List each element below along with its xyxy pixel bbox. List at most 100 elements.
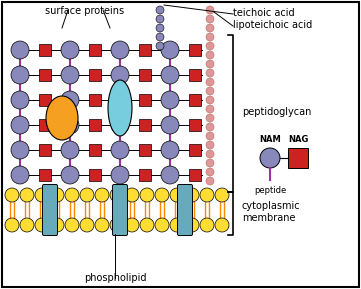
Circle shape — [50, 188, 64, 202]
Circle shape — [215, 218, 229, 232]
Circle shape — [215, 188, 229, 202]
Circle shape — [111, 66, 129, 84]
Circle shape — [156, 24, 164, 32]
Circle shape — [206, 141, 214, 149]
Bar — [139, 119, 151, 131]
Circle shape — [80, 218, 94, 232]
FancyBboxPatch shape — [113, 184, 127, 236]
Text: surface proteins: surface proteins — [45, 6, 125, 16]
Circle shape — [206, 6, 214, 14]
Circle shape — [200, 188, 214, 202]
Bar — [89, 144, 101, 156]
Bar — [39, 44, 51, 56]
Circle shape — [206, 105, 214, 113]
Circle shape — [206, 168, 214, 176]
FancyBboxPatch shape — [43, 184, 57, 236]
Circle shape — [260, 148, 280, 168]
Circle shape — [11, 166, 29, 184]
Circle shape — [11, 141, 29, 159]
Circle shape — [11, 91, 29, 109]
Text: NAM: NAM — [259, 135, 281, 144]
Circle shape — [95, 218, 109, 232]
Bar — [89, 169, 101, 181]
Text: NAG: NAG — [288, 135, 308, 144]
Circle shape — [111, 91, 129, 109]
Circle shape — [161, 41, 179, 59]
Circle shape — [61, 166, 79, 184]
Circle shape — [11, 41, 29, 59]
Circle shape — [206, 42, 214, 50]
Circle shape — [125, 188, 139, 202]
Circle shape — [65, 188, 79, 202]
Circle shape — [5, 188, 19, 202]
Circle shape — [161, 141, 179, 159]
Circle shape — [206, 69, 214, 77]
Circle shape — [206, 132, 214, 140]
Text: lipoteichoic acid: lipoteichoic acid — [233, 20, 312, 30]
Circle shape — [206, 123, 214, 131]
Ellipse shape — [108, 80, 132, 136]
Bar — [189, 144, 201, 156]
Circle shape — [156, 42, 164, 50]
Circle shape — [95, 188, 109, 202]
Circle shape — [20, 188, 34, 202]
Circle shape — [156, 6, 164, 14]
Circle shape — [170, 188, 184, 202]
Circle shape — [206, 33, 214, 41]
Bar — [189, 69, 201, 81]
Circle shape — [111, 116, 129, 134]
Circle shape — [156, 15, 164, 23]
Circle shape — [35, 188, 49, 202]
Circle shape — [206, 177, 214, 185]
Bar — [39, 119, 51, 131]
Circle shape — [50, 218, 64, 232]
Bar — [139, 69, 151, 81]
Circle shape — [65, 218, 79, 232]
Bar — [189, 169, 201, 181]
Bar — [288, 148, 308, 168]
Bar — [39, 144, 51, 156]
Text: cytoplasmic
membrane: cytoplasmic membrane — [242, 201, 301, 223]
Bar — [189, 94, 201, 106]
Bar — [39, 69, 51, 81]
Text: phospholipid: phospholipid — [84, 273, 146, 283]
Bar — [89, 44, 101, 56]
Circle shape — [206, 51, 214, 59]
Circle shape — [200, 218, 214, 232]
Circle shape — [206, 150, 214, 158]
Bar — [139, 169, 151, 181]
Circle shape — [206, 159, 214, 167]
Circle shape — [61, 91, 79, 109]
Circle shape — [206, 15, 214, 23]
Circle shape — [61, 41, 79, 59]
Ellipse shape — [46, 96, 78, 140]
Circle shape — [61, 116, 79, 134]
Circle shape — [206, 24, 214, 32]
Text: teichoic acid: teichoic acid — [233, 8, 295, 18]
Bar — [139, 94, 151, 106]
Circle shape — [111, 141, 129, 159]
Circle shape — [35, 218, 49, 232]
Circle shape — [140, 218, 154, 232]
Circle shape — [206, 96, 214, 104]
Bar — [139, 44, 151, 56]
Circle shape — [206, 114, 214, 122]
Circle shape — [20, 218, 34, 232]
Circle shape — [206, 78, 214, 86]
Bar — [39, 169, 51, 181]
Bar — [189, 44, 201, 56]
Circle shape — [80, 188, 94, 202]
Circle shape — [185, 218, 199, 232]
Bar — [139, 144, 151, 156]
Circle shape — [206, 87, 214, 95]
Text: peptidoglycan: peptidoglycan — [242, 107, 312, 117]
Bar — [39, 94, 51, 106]
FancyBboxPatch shape — [178, 184, 192, 236]
Circle shape — [156, 33, 164, 41]
Circle shape — [111, 41, 129, 59]
Circle shape — [170, 218, 184, 232]
Circle shape — [111, 166, 129, 184]
Circle shape — [61, 141, 79, 159]
Circle shape — [140, 188, 154, 202]
Text: peptide: peptide — [254, 186, 286, 195]
